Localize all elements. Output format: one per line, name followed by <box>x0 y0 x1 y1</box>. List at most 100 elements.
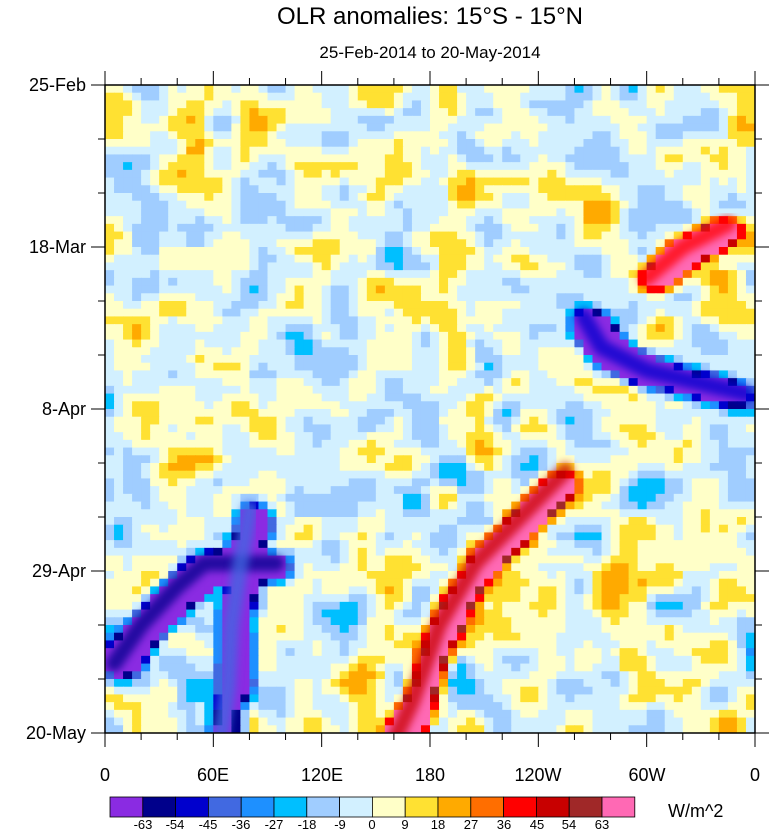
heatmap-cell <box>637 601 648 611</box>
heatmap-cell <box>267 85 278 94</box>
heatmap-cell <box>240 169 251 179</box>
heatmap-cell <box>213 185 223 194</box>
heatmap-cell <box>150 115 160 125</box>
heatmap-cell <box>258 439 269 449</box>
heatmap-cell <box>213 524 223 534</box>
heatmap-cell <box>402 355 413 364</box>
heatmap-cell <box>357 254 368 264</box>
heatmap-cell <box>411 123 422 132</box>
heatmap-cell <box>610 463 621 472</box>
heatmap-cell <box>646 455 657 464</box>
heatmap-cell <box>321 509 332 518</box>
heatmap-cell <box>330 154 341 163</box>
heatmap-cell <box>493 162 503 171</box>
heatmap-cell <box>547 115 557 125</box>
heatmap-cell <box>303 108 314 117</box>
heatmap-cell <box>411 424 422 433</box>
heatmap-cell <box>285 478 296 487</box>
heatmap-cell <box>132 331 142 341</box>
heatmap-cell <box>231 401 242 410</box>
heatmap-cell <box>105 169 115 179</box>
heatmap-cell <box>411 517 422 526</box>
heatmap-cell <box>231 416 242 426</box>
heatmap-cell <box>457 455 467 464</box>
heatmap-cell <box>222 162 232 171</box>
heatmap-cell <box>520 277 530 287</box>
heatmap-cell <box>231 285 242 294</box>
heatmap-cell <box>339 447 350 456</box>
heatmap-cell <box>601 447 612 456</box>
heatmap-cell <box>610 594 621 603</box>
heatmap-cell <box>420 378 431 387</box>
heatmap-cell <box>213 424 223 433</box>
heatmap-cell <box>628 486 639 495</box>
heatmap-cell <box>267 355 278 364</box>
heatmap-cell <box>249 131 260 140</box>
heatmap-cell <box>430 524 440 534</box>
heatmap-cell <box>709 540 720 549</box>
heatmap-cell <box>312 239 323 248</box>
heatmap-cell <box>420 231 431 240</box>
heatmap-cell <box>150 378 160 387</box>
heatmap-cell <box>637 409 648 418</box>
heatmap-cell <box>673 316 684 325</box>
heatmap-cell <box>475 200 485 210</box>
heatmap-cell <box>348 555 359 564</box>
heatmap-cell <box>718 185 729 194</box>
heatmap-cell <box>475 85 485 94</box>
heatmap-cell <box>411 563 422 572</box>
heatmap-cell <box>430 362 440 372</box>
heatmap-cell <box>520 609 530 618</box>
heatmap-cell <box>673 347 684 356</box>
heatmap-cell <box>592 231 603 240</box>
heatmap-cell <box>673 92 684 102</box>
heatmap-cell <box>375 409 386 418</box>
heatmap-cell <box>592 486 603 495</box>
heatmap-cell <box>466 362 476 372</box>
heatmap-cell <box>637 571 648 580</box>
heatmap-cell <box>439 92 449 102</box>
heatmap-cell <box>375 439 386 449</box>
heatmap-cell <box>475 316 485 325</box>
heatmap-cell <box>619 331 630 341</box>
heatmap-cell <box>402 509 413 518</box>
heatmap-cell <box>285 100 296 109</box>
heatmap-cell <box>330 385 341 395</box>
heatmap-cell <box>673 517 684 526</box>
heatmap-cell <box>393 331 404 341</box>
heatmap-cell <box>213 85 223 94</box>
heatmap-cell <box>511 355 521 364</box>
heatmap-cell <box>466 277 476 287</box>
heatmap-cell <box>682 223 693 233</box>
heatmap-cell <box>466 308 476 318</box>
heatmap-cell <box>411 586 422 595</box>
heatmap-cell <box>502 270 512 279</box>
heatmap-cell <box>574 578 585 588</box>
heatmap-cell <box>339 254 350 264</box>
heatmap-cell <box>303 578 314 588</box>
heatmap-cell <box>123 301 133 310</box>
heatmap-cell <box>249 100 260 109</box>
heatmap-cell <box>420 532 431 541</box>
heatmap-cell <box>502 308 512 318</box>
heatmap-cell <box>114 370 124 379</box>
heatmap-cell <box>141 324 151 333</box>
heatmap-cell <box>619 555 630 564</box>
heatmap-cell <box>303 594 314 603</box>
heatmap-cell <box>339 401 350 410</box>
heatmap-cell <box>303 486 314 495</box>
heatmap-cell <box>141 146 151 156</box>
heatmap-cell <box>159 455 169 464</box>
heatmap-cell <box>709 331 720 341</box>
heatmap-cell <box>574 262 585 271</box>
heatmap-cell <box>357 223 368 233</box>
heatmap-cell <box>709 115 720 125</box>
heatmap-cell <box>303 463 314 472</box>
heatmap-cell <box>556 216 567 225</box>
heatmap-cell <box>258 92 269 102</box>
heatmap-cell <box>529 231 539 240</box>
heatmap-cell <box>321 378 332 387</box>
heatmap-cell <box>258 301 269 310</box>
heatmap-cell <box>673 509 684 518</box>
heatmap-cell <box>511 185 521 194</box>
